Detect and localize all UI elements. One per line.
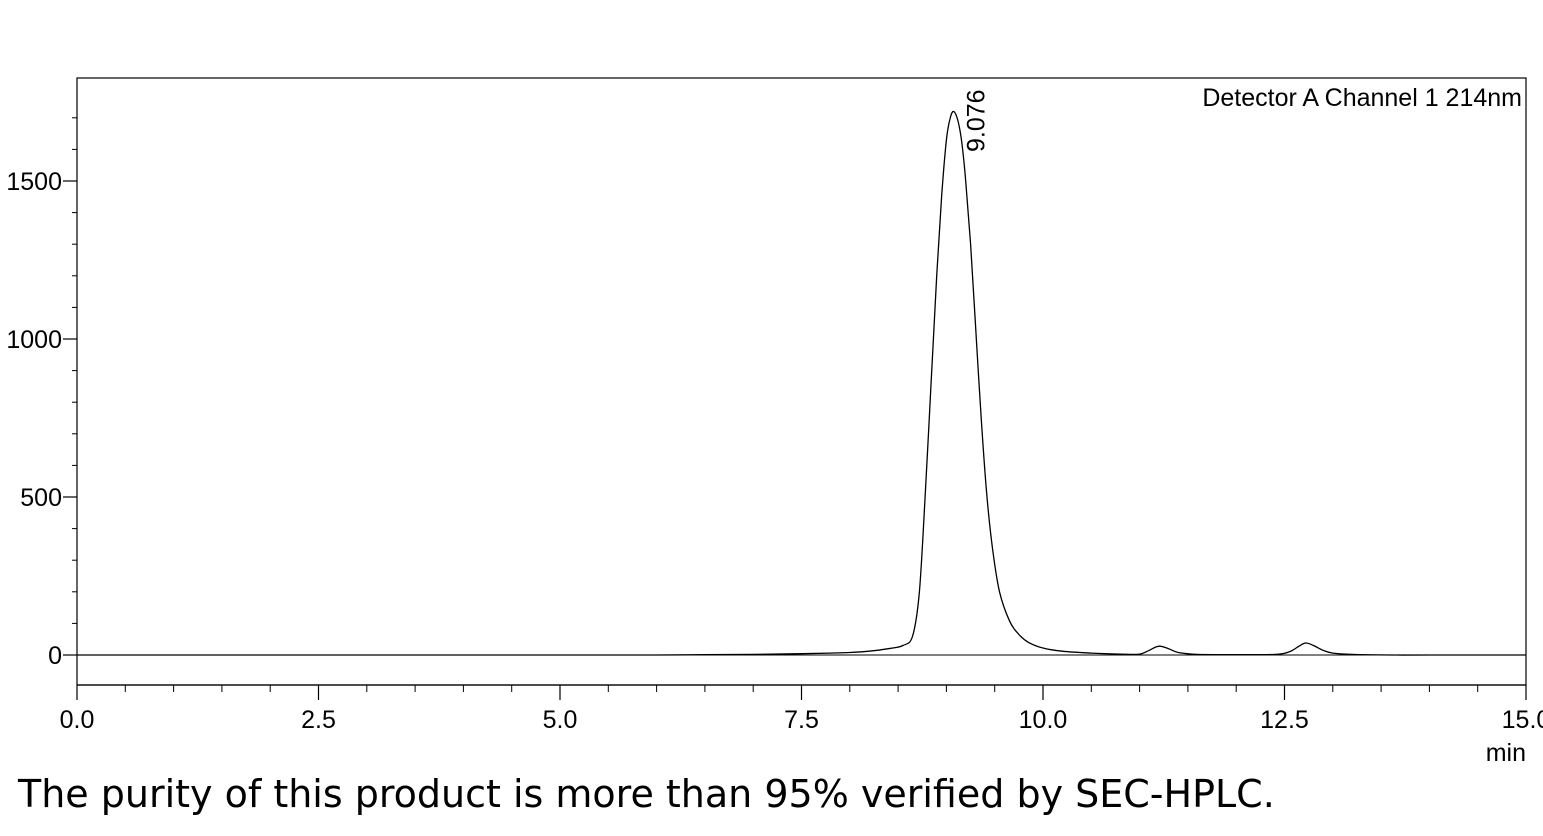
- x-minor-ticks: [124, 685, 1479, 692]
- y-tick-label: 0: [48, 642, 62, 670]
- x-tick-label: 5.0: [543, 706, 578, 734]
- y-tick-label: 1000: [6, 326, 62, 354]
- x-tick-label: 7.5: [784, 706, 819, 734]
- x-tick-label: 12.5: [1260, 706, 1309, 734]
- x-tick-label: 10.0: [1019, 706, 1068, 734]
- x-tick-label: 0.0: [60, 706, 95, 734]
- chromatogram-chart: 0 500 1000 1500 0.0 2.5 5.0 7.5 10.0 12.5 15.0 De…: [6, 77, 1543, 767]
- y-tick-label: 1500: [6, 168, 62, 196]
- chromatogram-trace: [77, 110, 1526, 656]
- purity-caption: The purity of this product is more than …: [18, 772, 1275, 816]
- x-axis-label: min: [1486, 739, 1526, 767]
- x-tick-label: 2.5: [301, 706, 336, 734]
- y-minor-ticks: [72, 117, 77, 624]
- x-tick-label: 15.0: [1502, 706, 1543, 734]
- x-major-ticks: 0.0 2.5 5.0 7.5 10.0 12.5 15.0: [60, 685, 1543, 734]
- plot-frame: [76, 77, 1527, 686]
- y-major-ticks: 0 500 1000 1500: [6, 168, 77, 670]
- y-tick-label: 500: [20, 484, 62, 512]
- peak-label: 9.076: [963, 89, 991, 152]
- legend-label: Detector A Channel 1 214nm: [1202, 84, 1522, 112]
